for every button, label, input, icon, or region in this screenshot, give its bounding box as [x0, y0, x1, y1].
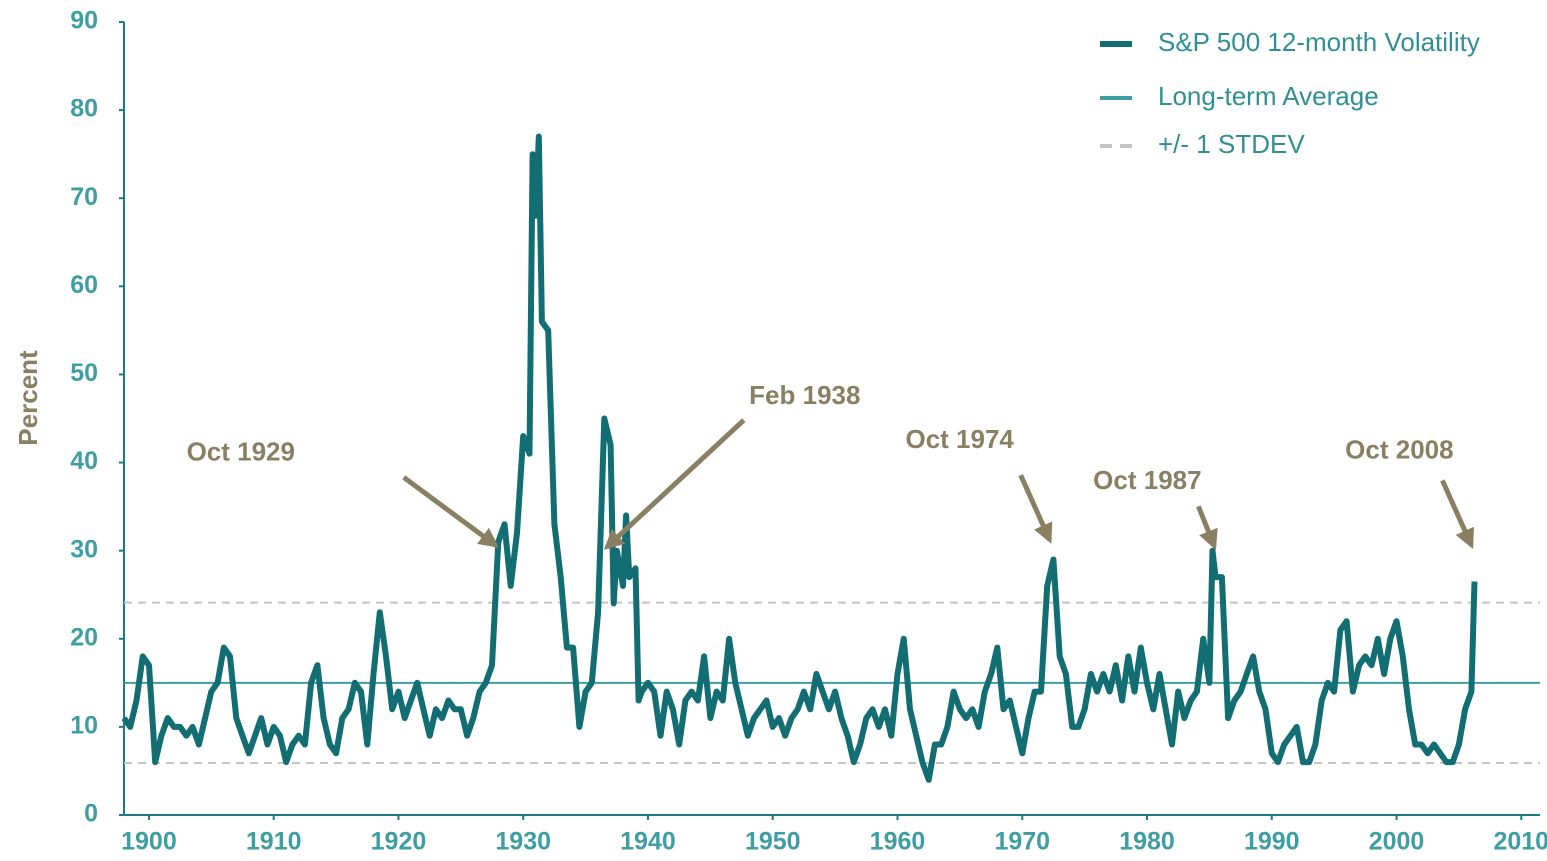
x-tick-label: 2010 [1493, 828, 1547, 856]
annotation-arrow [1440, 479, 1474, 550]
x-tick-label: 1970 [994, 828, 1050, 856]
x-tick-label: 1930 [495, 828, 551, 856]
x-tick-label: 2000 [1369, 828, 1425, 856]
annotation-text: Oct 2008 [1345, 434, 1453, 464]
x-tick-label: 1950 [745, 828, 801, 856]
x-tick-label: 1980 [1119, 828, 1175, 856]
y-tick-label: 30 [70, 535, 98, 563]
annotation-text: Oct 1987 [1093, 465, 1201, 495]
x-tick-label: 1920 [371, 828, 427, 856]
y-tick-label: 70 [70, 183, 98, 211]
x-tick-label: 1940 [620, 828, 676, 856]
y-tick-label: 90 [70, 7, 98, 35]
series-line [121, 133, 1478, 783]
x-tick-label: 1910 [246, 828, 302, 856]
legend-label: Long-term Average [1158, 81, 1379, 111]
y-tick-label: 40 [70, 447, 98, 475]
y-tick-label: 60 [70, 271, 98, 299]
x-tick-label: 1960 [870, 828, 926, 856]
legend-label: S&P 500 12-month Volatility [1158, 27, 1480, 57]
y-tick-label: 80 [70, 95, 98, 123]
y-tick-label: 20 [70, 623, 98, 651]
legend-label: +/- 1 STDEV [1158, 129, 1305, 159]
y-tick-label: 10 [70, 711, 98, 739]
x-tick-label: 1900 [121, 828, 177, 856]
annotation-arrow [603, 418, 746, 550]
annotation-arrow [1018, 474, 1053, 544]
annotation-arrow [402, 475, 499, 548]
annotation-text: Oct 1929 [187, 436, 295, 466]
y-tick-label: 0 [84, 800, 98, 828]
y-axis-label: Percent [13, 350, 43, 446]
annotation-arrow [1196, 505, 1218, 550]
annotation-text: Oct 1974 [905, 424, 1014, 454]
y-tick-label: 50 [70, 359, 98, 387]
x-tick-label: 1990 [1244, 828, 1300, 856]
annotation-text: Feb 1938 [749, 380, 860, 410]
